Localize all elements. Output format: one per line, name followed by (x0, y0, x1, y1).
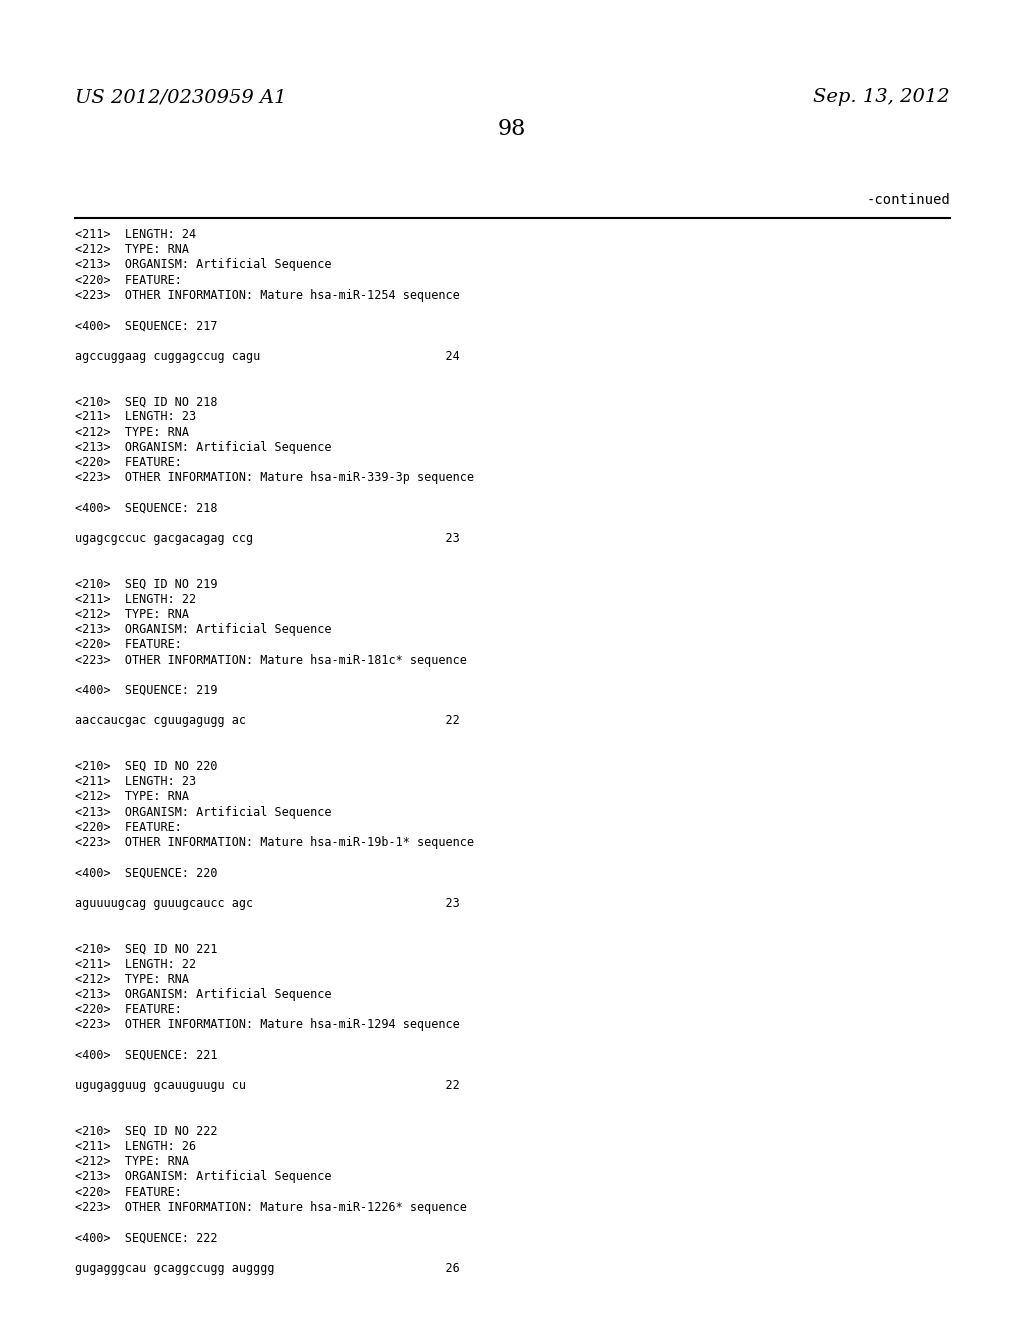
Text: -continued: -continued (866, 193, 950, 207)
Text: <220>  FEATURE:: <220> FEATURE: (75, 273, 182, 286)
Text: <220>  FEATURE:: <220> FEATURE: (75, 821, 182, 834)
Text: <400>  SEQUENCE: 220: <400> SEQUENCE: 220 (75, 866, 217, 879)
Text: <213>  ORGANISM: Artificial Sequence: <213> ORGANISM: Artificial Sequence (75, 805, 332, 818)
Text: <213>  ORGANISM: Artificial Sequence: <213> ORGANISM: Artificial Sequence (75, 987, 332, 1001)
Text: <211>  LENGTH: 26: <211> LENGTH: 26 (75, 1140, 197, 1152)
Text: agccuggaag cuggagccug cagu                          24: agccuggaag cuggagccug cagu 24 (75, 350, 460, 363)
Text: <223>  OTHER INFORMATION: Mature hsa-miR-19b-1* sequence: <223> OTHER INFORMATION: Mature hsa-miR-… (75, 836, 474, 849)
Text: aaccaucgac cguugagugg ac                            22: aaccaucgac cguugagugg ac 22 (75, 714, 460, 727)
Text: <212>  TYPE: RNA: <212> TYPE: RNA (75, 1155, 189, 1168)
Text: <210>  SEQ ID NO 220: <210> SEQ ID NO 220 (75, 760, 217, 774)
Text: <211>  LENGTH: 22: <211> LENGTH: 22 (75, 593, 197, 606)
Text: <223>  OTHER INFORMATION: Mature hsa-miR-1294 sequence: <223> OTHER INFORMATION: Mature hsa-miR-… (75, 1019, 460, 1031)
Text: <213>  ORGANISM: Artificial Sequence: <213> ORGANISM: Artificial Sequence (75, 441, 332, 454)
Text: US 2012/0230959 A1: US 2012/0230959 A1 (75, 88, 287, 106)
Text: <213>  ORGANISM: Artificial Sequence: <213> ORGANISM: Artificial Sequence (75, 259, 332, 272)
Text: ugugagguug gcauuguugu cu                            22: ugugagguug gcauuguugu cu 22 (75, 1080, 460, 1092)
Text: Sep. 13, 2012: Sep. 13, 2012 (813, 88, 950, 106)
Text: <220>  FEATURE:: <220> FEATURE: (75, 1185, 182, 1199)
Text: <220>  FEATURE:: <220> FEATURE: (75, 455, 182, 469)
Text: <223>  OTHER INFORMATION: Mature hsa-miR-1254 sequence: <223> OTHER INFORMATION: Mature hsa-miR-… (75, 289, 460, 302)
Text: <212>  TYPE: RNA: <212> TYPE: RNA (75, 243, 189, 256)
Text: <220>  FEATURE:: <220> FEATURE: (75, 1003, 182, 1016)
Text: gugagggcau gcaggccugg augggg                        26: gugagggcau gcaggccugg augggg 26 (75, 1262, 460, 1275)
Text: <210>  SEQ ID NO 219: <210> SEQ ID NO 219 (75, 578, 217, 590)
Text: <210>  SEQ ID NO 222: <210> SEQ ID NO 222 (75, 1125, 217, 1138)
Text: <210>  SEQ ID NO 221: <210> SEQ ID NO 221 (75, 942, 217, 956)
Text: 98: 98 (498, 117, 526, 140)
Text: <223>  OTHER INFORMATION: Mature hsa-miR-181c* sequence: <223> OTHER INFORMATION: Mature hsa-miR-… (75, 653, 467, 667)
Text: <213>  ORGANISM: Artificial Sequence: <213> ORGANISM: Artificial Sequence (75, 623, 332, 636)
Text: <213>  ORGANISM: Artificial Sequence: <213> ORGANISM: Artificial Sequence (75, 1171, 332, 1184)
Text: <211>  LENGTH: 24: <211> LENGTH: 24 (75, 228, 197, 242)
Text: <223>  OTHER INFORMATION: Mature hsa-miR-1226* sequence: <223> OTHER INFORMATION: Mature hsa-miR-… (75, 1201, 467, 1214)
Text: <400>  SEQUENCE: 221: <400> SEQUENCE: 221 (75, 1049, 217, 1061)
Text: <400>  SEQUENCE: 218: <400> SEQUENCE: 218 (75, 502, 217, 515)
Text: <400>  SEQUENCE: 217: <400> SEQUENCE: 217 (75, 319, 217, 333)
Text: <212>  TYPE: RNA: <212> TYPE: RNA (75, 973, 189, 986)
Text: <212>  TYPE: RNA: <212> TYPE: RNA (75, 609, 189, 620)
Text: <212>  TYPE: RNA: <212> TYPE: RNA (75, 425, 189, 438)
Text: <400>  SEQUENCE: 219: <400> SEQUENCE: 219 (75, 684, 217, 697)
Text: <212>  TYPE: RNA: <212> TYPE: RNA (75, 791, 189, 804)
Text: <400>  SEQUENCE: 222: <400> SEQUENCE: 222 (75, 1232, 217, 1245)
Text: <210>  SEQ ID NO 218: <210> SEQ ID NO 218 (75, 395, 217, 408)
Text: <223>  OTHER INFORMATION: Mature hsa-miR-339-3p sequence: <223> OTHER INFORMATION: Mature hsa-miR-… (75, 471, 474, 484)
Text: <220>  FEATURE:: <220> FEATURE: (75, 639, 182, 651)
Text: <211>  LENGTH: 23: <211> LENGTH: 23 (75, 411, 197, 424)
Text: ugagcgccuc gacgacagag ccg                           23: ugagcgccuc gacgacagag ccg 23 (75, 532, 460, 545)
Text: aguuuugcag guuugcaucc agc                           23: aguuuugcag guuugcaucc agc 23 (75, 896, 460, 909)
Text: <211>  LENGTH: 23: <211> LENGTH: 23 (75, 775, 197, 788)
Text: <211>  LENGTH: 22: <211> LENGTH: 22 (75, 957, 197, 970)
